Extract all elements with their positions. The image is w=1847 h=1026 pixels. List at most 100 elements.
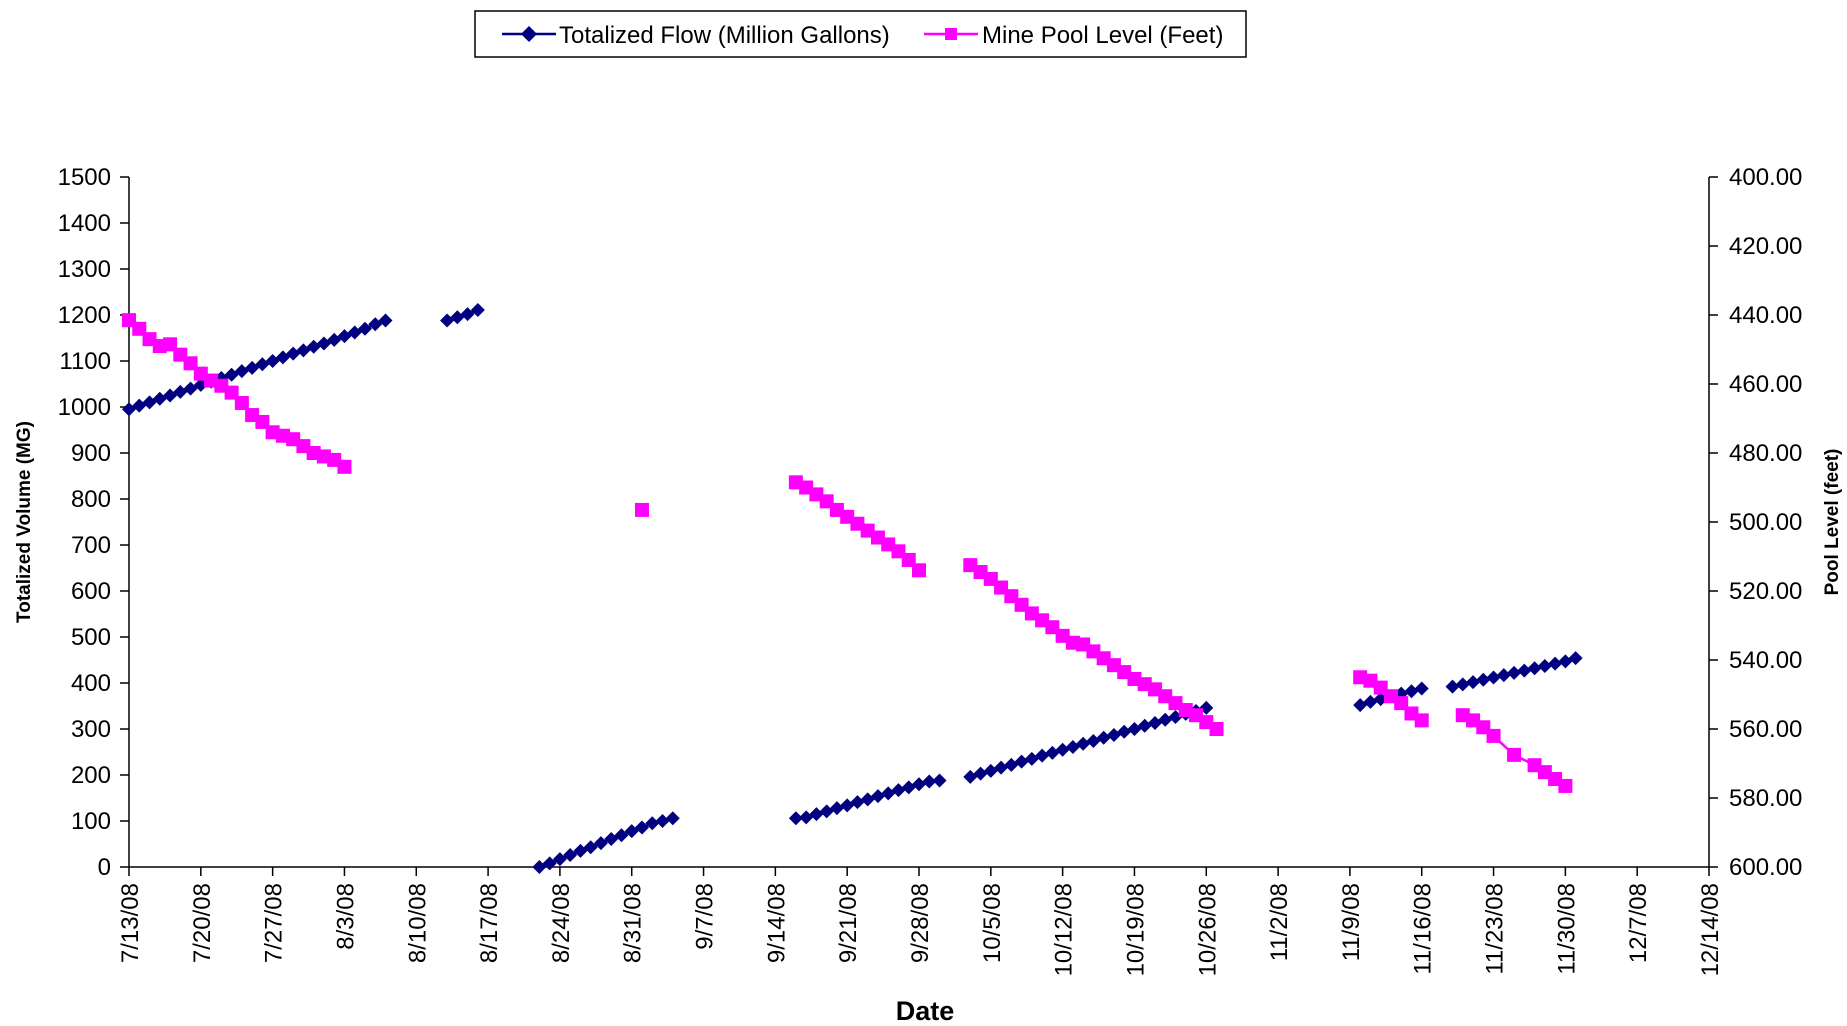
x-tick-label: 8/10/08 — [404, 883, 431, 963]
pool-level-point — [337, 459, 352, 474]
flow-point — [809, 807, 824, 822]
left-tick-label: 1400 — [58, 210, 111, 237]
flow-point — [881, 786, 896, 801]
x-tick-label: 10/12/08 — [1051, 883, 1078, 976]
flow-point — [286, 346, 301, 361]
left-tick-label: 800 — [71, 486, 111, 513]
flow-point — [552, 852, 567, 867]
flow-point — [1507, 665, 1522, 680]
flow-point — [563, 848, 578, 863]
left-tick-label: 400 — [71, 670, 111, 697]
flow-point — [255, 357, 270, 372]
right-tick-label: 520.00 — [1729, 578, 1802, 605]
flow-point — [1476, 672, 1491, 687]
flow-point — [1517, 663, 1532, 678]
flow-point — [460, 307, 475, 322]
flow-point — [870, 789, 885, 804]
x-tick-label: 10/26/08 — [1194, 883, 1221, 976]
flow-point — [583, 840, 598, 855]
flow-point — [1527, 661, 1542, 676]
legend-box — [474, 10, 1247, 58]
right-y-ticks: 400.00 420.00 440.00 460.00 480.00 500.00 520.… — [1709, 164, 1802, 881]
left-tick-label: 1500 — [58, 164, 111, 191]
flow-point — [1466, 675, 1481, 690]
flow-point — [922, 774, 937, 789]
right-tick-label: 480.00 — [1729, 440, 1802, 467]
left-tick-label: 1200 — [58, 302, 111, 329]
pool-level-point — [1209, 722, 1224, 736]
flow-point — [1486, 670, 1501, 685]
pool-level-point — [912, 563, 926, 578]
flow-point — [1035, 748, 1050, 763]
flow-point — [912, 777, 926, 792]
flow-point — [173, 384, 188, 399]
flow-point — [542, 856, 557, 871]
pool-level-point — [234, 395, 249, 410]
left-axis-title: Totalized Volume (MG) — [14, 421, 35, 623]
legend-flow-label: Totalized Flow (Million Gallons) — [559, 22, 890, 49]
flow-point — [614, 828, 629, 843]
x-tick-label: 10/19/08 — [1122, 883, 1149, 976]
left-tick-label: 1100 — [59, 348, 111, 375]
x-tick-label: 9/7/08 — [692, 883, 719, 950]
flow-point — [850, 795, 865, 810]
flow-point — [1024, 751, 1039, 766]
x-tick-label: 8/17/08 — [476, 883, 503, 963]
x-tick-label: 11/23/08 — [1482, 883, 1509, 975]
axes — [128, 177, 1710, 868]
flow-point — [983, 763, 998, 778]
x-axis-title: Date — [896, 996, 955, 1026]
flow-point — [1096, 730, 1111, 745]
x-tick-label: 11/16/08 — [1410, 883, 1437, 975]
flow-point — [1117, 724, 1132, 739]
x-tick-label: 7/27/08 — [261, 883, 288, 963]
right-tick-label: 600.00 — [1729, 854, 1802, 881]
x-tick-label: 12/14/08 — [1697, 883, 1724, 976]
flow-point — [932, 773, 947, 788]
flow-point — [1496, 668, 1511, 683]
flow-point — [840, 798, 855, 813]
flow-point — [152, 391, 167, 406]
flow-point — [1045, 745, 1060, 760]
right-tick-label: 400.00 — [1729, 164, 1802, 191]
flow-point — [234, 364, 249, 379]
right-tick-label: 560.00 — [1729, 716, 1802, 743]
right-tick-label: 500.00 — [1729, 509, 1802, 536]
legend: Totalized Flow (Million Gallons) Mine Po… — [474, 10, 1247, 58]
pool-level-point — [1507, 747, 1522, 762]
flow-point — [470, 302, 485, 317]
x-tick-label: 9/14/08 — [763, 883, 790, 963]
flow-point — [1065, 739, 1080, 754]
x-tick-label: 8/3/08 — [332, 883, 359, 950]
x-tick-label: 9/21/08 — [835, 883, 862, 963]
x-tick-label: 7/20/08 — [189, 883, 216, 963]
right-tick-label: 540.00 — [1729, 647, 1802, 674]
flow-point — [440, 313, 455, 328]
flow-point — [829, 801, 844, 816]
right-axis-title: Pool Level (feet) — [1822, 449, 1843, 596]
flow-point — [973, 766, 988, 781]
flow-point — [1404, 684, 1419, 699]
left-tick-label: 700 — [71, 532, 111, 559]
x-ticks: 7/13/08 7/20/08 7/27/08 8/3/08 8/10/08 8/17/0… — [117, 867, 1724, 976]
right-tick-label: 460.00 — [1729, 371, 1802, 398]
x-tick-label: 8/24/08 — [548, 883, 575, 963]
series-totalized-flow — [122, 302, 1583, 874]
pool-level-point — [1486, 728, 1501, 743]
flow-point — [1055, 742, 1070, 757]
flow-point — [1158, 712, 1173, 727]
x-tick-label: 7/13/08 — [117, 883, 144, 963]
flow-point — [1004, 757, 1019, 772]
flow-point — [860, 792, 875, 807]
flow-point — [799, 810, 814, 825]
left-tick-label: 1000 — [58, 394, 111, 421]
flow-point — [891, 783, 906, 798]
flow-point — [665, 811, 680, 826]
flow-point — [450, 310, 465, 325]
flow-point — [1137, 718, 1152, 733]
left-y-ticks: 0 100 200 300 400 500 600 700 800 900 1000 1100 1200… — [58, 164, 129, 881]
left-tick-label: 200 — [71, 762, 111, 789]
flow-point — [994, 760, 1009, 775]
left-tick-label: 300 — [71, 716, 111, 743]
